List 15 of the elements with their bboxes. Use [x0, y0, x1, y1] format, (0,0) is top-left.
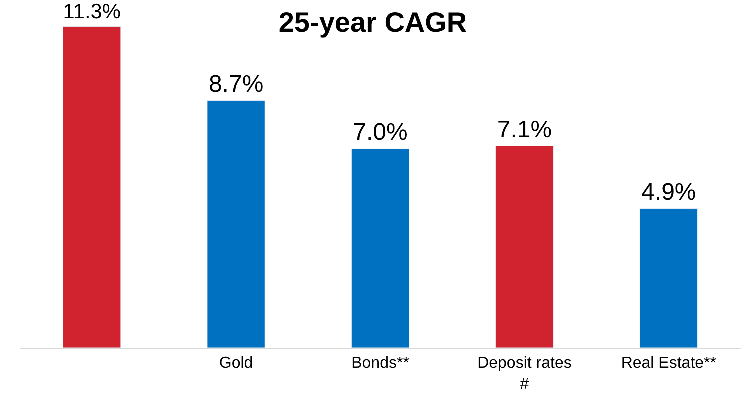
data-label: 11.3% — [63, 0, 121, 24]
chart-title: 25-year CAGR — [278, 6, 468, 38]
x-tick-label: Bonds** — [352, 355, 410, 372]
data-label: 7.0% — [353, 119, 408, 146]
bar — [640, 208, 698, 348]
data-label: 8.7% — [208, 70, 264, 98]
data-label: 7.1% — [497, 116, 552, 144]
x-tick-label: Gold — [219, 355, 254, 372]
x-tick-label: Real Estate** — [621, 355, 716, 372]
bar — [207, 100, 266, 348]
x-tick-label: Deposit rates # — [478, 355, 572, 393]
bar — [351, 148, 410, 348]
bar — [496, 146, 554, 348]
data-label: 4.9% — [642, 178, 696, 206]
bar — [63, 26, 122, 348]
